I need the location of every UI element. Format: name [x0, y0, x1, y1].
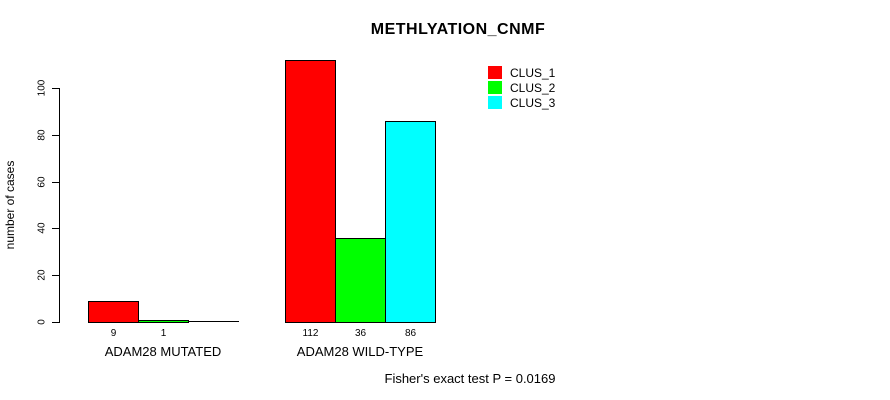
bar-clus_2	[138, 320, 189, 323]
y-tick-mark	[52, 182, 59, 183]
legend-item-clus_3: CLUS_3	[488, 95, 556, 110]
fisher-test-annotation: Fisher's exact test P = 0.0169	[384, 371, 556, 386]
y-tick-mark	[52, 88, 59, 89]
bar-clus_1	[88, 301, 139, 323]
y-tick-label: 40	[36, 222, 48, 234]
y-axis-label: number of cases	[3, 160, 17, 250]
y-tick-label: 80	[36, 129, 48, 141]
category-label: ADAM28 MUTATED	[104, 344, 222, 359]
legend-label: CLUS_3	[510, 95, 556, 110]
bar-clus_3	[385, 121, 436, 323]
y-tick-label: 60	[36, 176, 48, 188]
y-tick-mark	[52, 228, 59, 229]
legend-label: CLUS_2	[510, 80, 556, 95]
y-tick-label: 0	[36, 319, 48, 325]
y-tick-mark	[52, 135, 59, 136]
y-tick-label: 20	[36, 269, 48, 281]
bar-value-label: 86	[404, 328, 417, 339]
legend-swatch-icon	[488, 81, 502, 94]
legend-label: CLUS_1	[510, 65, 556, 80]
y-axis-line	[59, 88, 60, 323]
bar-value-label: 1	[160, 328, 167, 339]
y-tick-mark	[52, 322, 59, 323]
legend: CLUS_1 CLUS_2 CLUS_3	[488, 66, 555, 111]
legend-swatch-icon	[488, 96, 502, 109]
bar-value-label: 9	[110, 328, 117, 339]
bar-value-label: 112	[302, 328, 319, 339]
bar-clus_2	[335, 238, 386, 323]
y-tick-mark	[52, 275, 59, 276]
y-tick-label: 100	[36, 79, 48, 97]
bar-clus_3-zero	[188, 321, 239, 322]
legend-item-clus_2: CLUS_2	[488, 80, 556, 95]
legend-swatch-icon	[488, 66, 502, 79]
legend-item-clus_1: CLUS_1	[488, 65, 556, 80]
bar-clus_1	[285, 60, 336, 323]
chart-title: METHLYATION_CNMF	[370, 21, 546, 38]
bar-value-label: 36	[354, 328, 367, 339]
category-label: ADAM28 WILD-TYPE	[296, 344, 424, 359]
